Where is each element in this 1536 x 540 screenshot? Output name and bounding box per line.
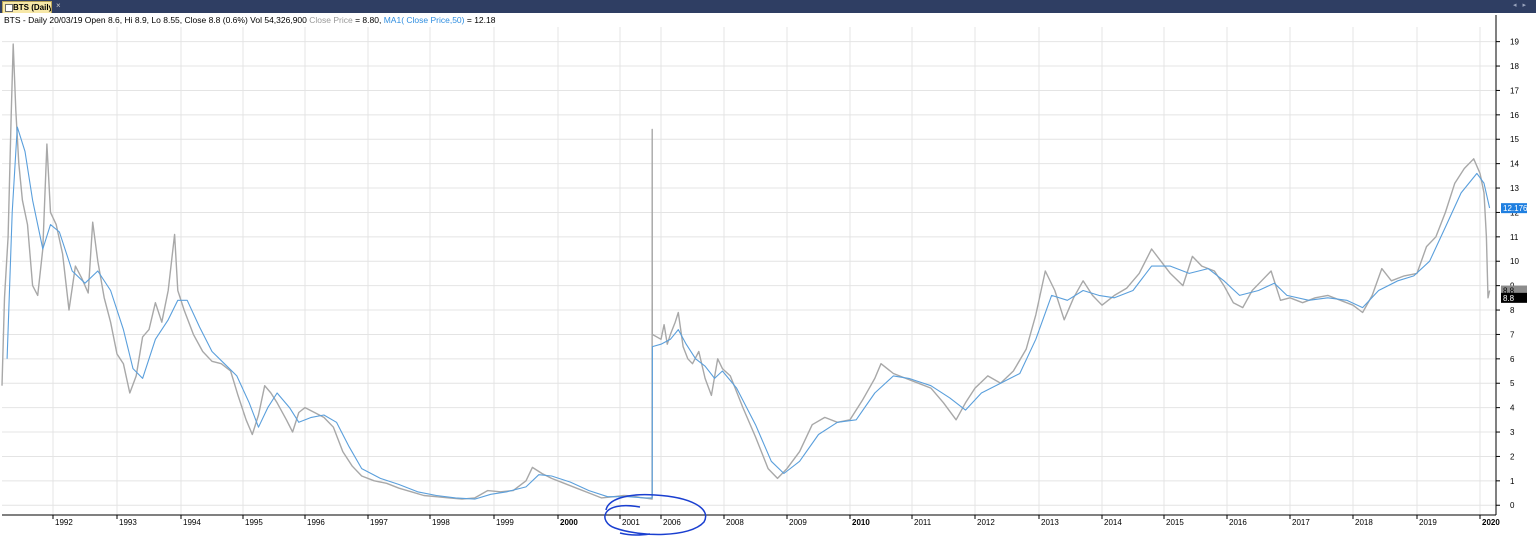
- x-tick-label: 2020: [1482, 518, 1500, 527]
- x-tick-label: 2019: [1419, 518, 1437, 527]
- y-tick-label: 3: [1510, 428, 1515, 437]
- y-tick-label: 2: [1510, 452, 1515, 461]
- y-tick-label: 15: [1510, 135, 1519, 144]
- x-tick-label: 1993: [119, 518, 137, 527]
- x-tick-label: 2013: [1041, 518, 1059, 527]
- x-tick-label: 1992: [55, 518, 73, 527]
- chart-tab[interactable]: BTS (Daily): [2, 1, 52, 13]
- close-value-tag-box: [1501, 292, 1527, 303]
- y-tick-label: 10: [1510, 257, 1519, 266]
- tab-title: BTS (Daily): [13, 3, 52, 12]
- y-tick-label: 7: [1510, 330, 1515, 339]
- y-tick-label: 6: [1510, 355, 1515, 364]
- y-tick-label: 19: [1510, 38, 1519, 47]
- x-tick-label: 2015: [1166, 518, 1184, 527]
- x-tick-label: 1999: [496, 518, 514, 527]
- x-tick-label: 2001: [622, 518, 640, 527]
- x-tick-label: 2010: [852, 518, 870, 527]
- y-tick-label: 17: [1510, 86, 1519, 95]
- y-tick-label: 11: [1510, 233, 1519, 242]
- y-tick-label: 14: [1510, 160, 1519, 169]
- x-tick-label: 2012: [977, 518, 995, 527]
- y-tick-label: 18: [1510, 62, 1519, 71]
- moving-average-series: [6, 126, 1491, 500]
- x-tick-label: 1994: [183, 518, 201, 527]
- x-tick-label: 1998: [432, 518, 450, 527]
- x-tick-label: 2016: [1229, 518, 1247, 527]
- x-tick-label: 1996: [307, 518, 325, 527]
- chart-icon: [5, 4, 13, 12]
- y-tick-label: 8: [1510, 306, 1515, 315]
- y-tick-label: 5: [1510, 379, 1515, 388]
- price-value-tag: 8.8: [1503, 287, 1515, 296]
- close-price-label: Close Price: [309, 15, 353, 25]
- x-tick-label: 1995: [245, 518, 263, 527]
- x-tick-label: 2018: [1355, 518, 1373, 527]
- x-tick-label: 2000: [560, 518, 578, 527]
- close-price-value: = 8.80,: [355, 15, 382, 25]
- x-tick-label: 1997: [370, 518, 388, 527]
- y-tick-label: 4: [1510, 404, 1515, 413]
- y-tick-label: 0: [1510, 501, 1515, 510]
- annotation-circle: [604, 493, 707, 536]
- window-titlebar: BTS (Daily) × ◂ ▸: [0, 0, 1536, 13]
- x-tick-label: 2009: [789, 518, 807, 527]
- x-tick-label: 2011: [914, 518, 932, 527]
- x-tick-label: 2006: [663, 518, 681, 527]
- close-price-series: [1, 43, 1491, 500]
- y-tick-label: 1: [1510, 477, 1515, 486]
- close-value-tag: 8.8: [1503, 294, 1515, 303]
- ma-value-tag: 12.176: [1503, 204, 1528, 213]
- y-tick-label: 16: [1510, 111, 1519, 120]
- y-tick-label: 13: [1510, 184, 1519, 193]
- tab-close-icon[interactable]: ×: [56, 1, 61, 10]
- chart-info-line: BTS - Daily 20/03/19 Open 8.6, Hi 8.9, L…: [4, 14, 495, 26]
- x-tick-label: 2014: [1104, 518, 1122, 527]
- x-tick-label: 2017: [1292, 518, 1310, 527]
- window-scroll-controls[interactable]: ◂ ▸: [1513, 2, 1528, 9]
- ma-label: MA1( Close Price,50): [383, 15, 465, 25]
- price-value-tag-box: [1501, 285, 1527, 296]
- x-tick-label: 2008: [726, 518, 744, 527]
- symbol-quote: BTS - Daily 20/03/19 Open 8.6, Hi 8.9, L…: [4, 15, 307, 25]
- ma-value: = 12.18: [466, 15, 496, 25]
- ma-value-tag-box: [1501, 203, 1527, 214]
